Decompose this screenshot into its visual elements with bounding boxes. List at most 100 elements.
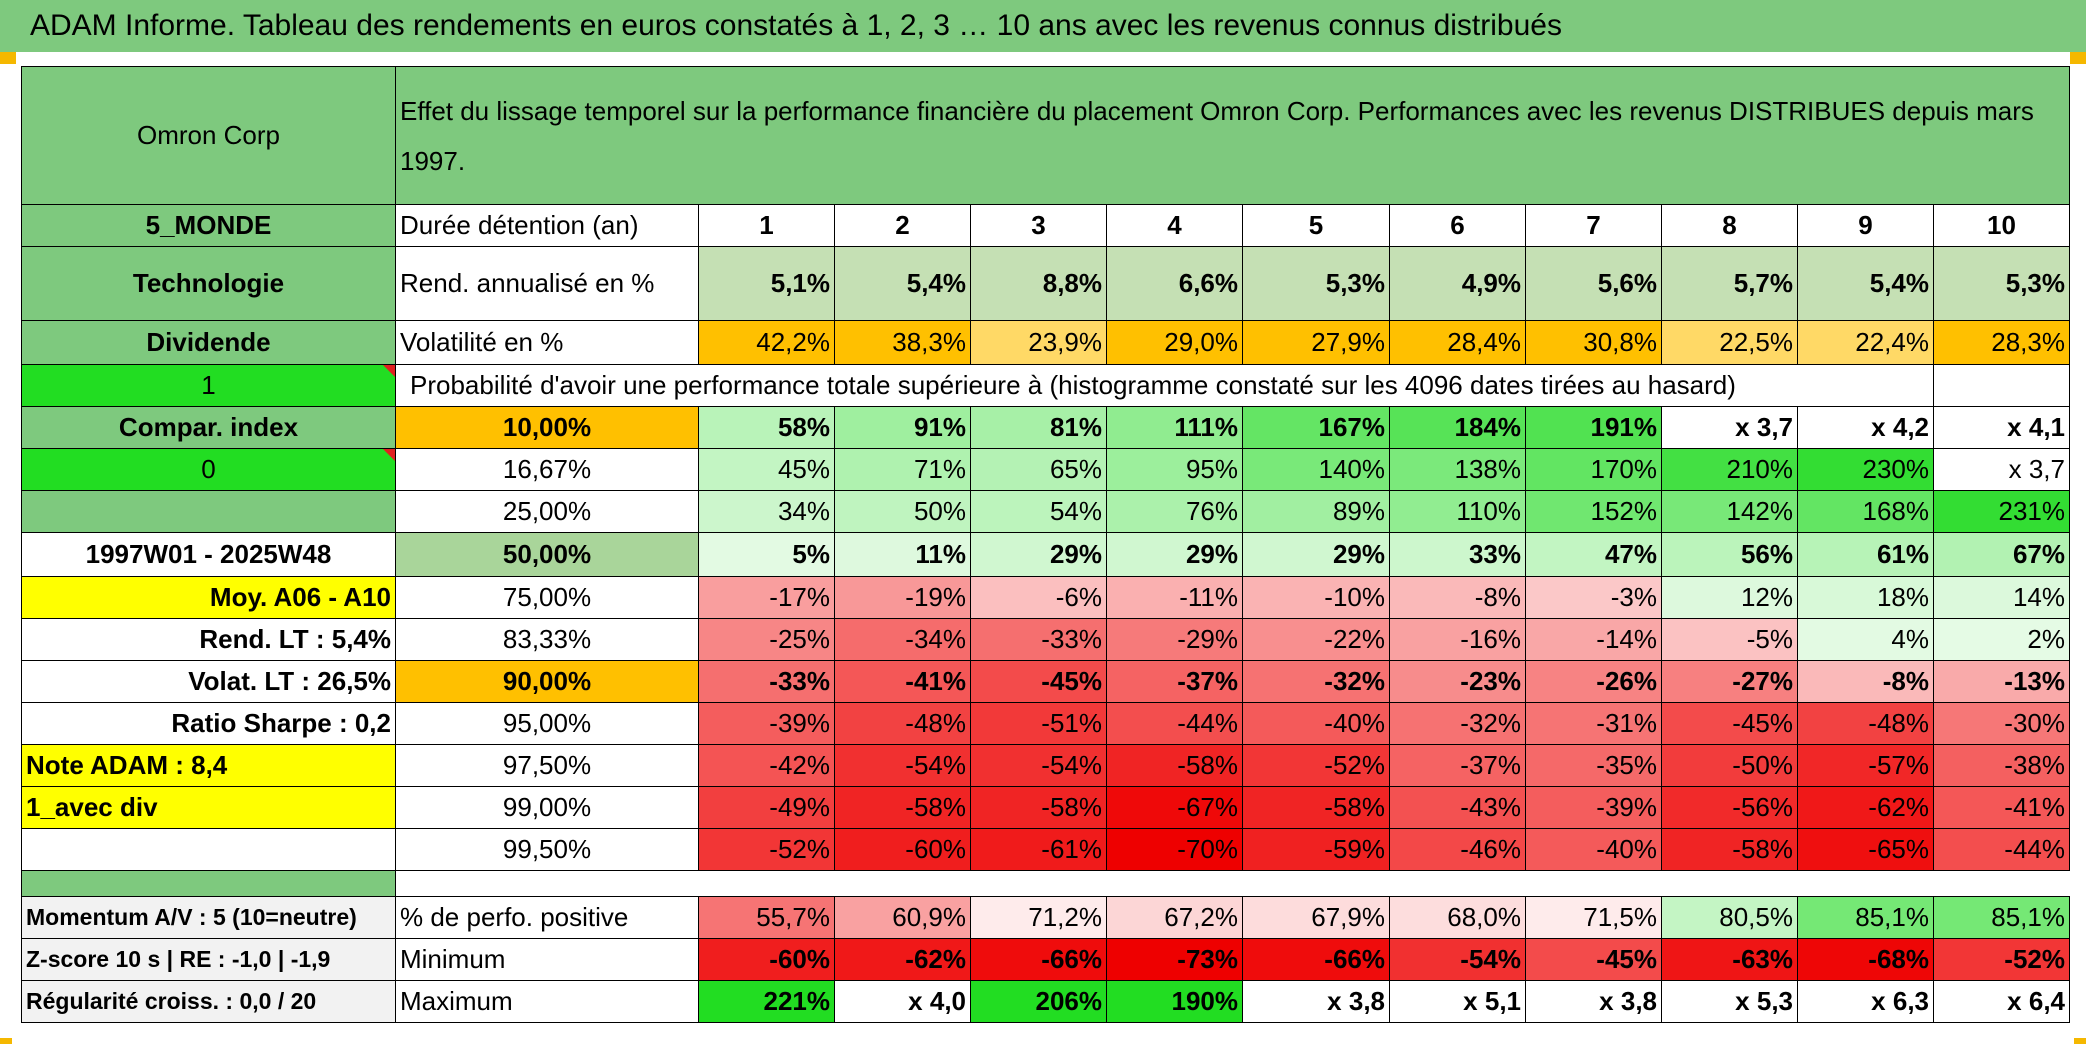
probability-cell: 34%	[698, 490, 835, 533]
probability-cell: -52%	[1242, 744, 1390, 787]
probability-cell: -8%	[1389, 576, 1526, 619]
year-header: 6	[1389, 204, 1526, 247]
probability-cell: -52%	[698, 828, 835, 871]
volatility-label: Volatilité en %	[395, 320, 699, 365]
probability-cell: 210%	[1661, 448, 1798, 491]
probability-cell: -44%	[1933, 828, 2070, 871]
probability-cell: -54%	[834, 744, 971, 787]
annual-return-cell: 5,3%	[1242, 246, 1390, 321]
positive-perf-cell: 85,1%	[1797, 896, 1934, 939]
probability-cell: -54%	[970, 744, 1107, 787]
minimum-label: Minimum	[395, 938, 699, 981]
long-term-volatility: Volat. LT : 26,5%	[21, 660, 396, 703]
probability-cell: -41%	[834, 660, 971, 703]
volatility-cell: 42,2%	[698, 320, 835, 365]
annual-return-cell: 5,4%	[1797, 246, 1934, 321]
probability-cell: -38%	[1933, 744, 2070, 787]
probability-cell: -42%	[698, 744, 835, 787]
probability-cell: 14%	[1933, 576, 2070, 619]
asset-name: Omron Corp	[21, 66, 396, 205]
probability-cell: -44%	[1106, 702, 1243, 745]
probability-cell: 231%	[1933, 490, 2070, 533]
probability-cell: 152%	[1525, 490, 1662, 533]
sharpe-ratio: Ratio Sharpe : 0,2	[21, 702, 396, 745]
long-term-return: Rend. LT : 5,4%	[21, 618, 396, 661]
probability-cell: 138%	[1389, 448, 1526, 491]
threshold-cell: 90,00%	[395, 660, 699, 703]
year-header: 10	[1933, 204, 2070, 247]
threshold-cell: 50,00%	[395, 532, 699, 577]
annual-return-cell: 6,6%	[1106, 246, 1243, 321]
maximum-cell: x 5,1	[1389, 980, 1526, 1023]
probability-cell: 29%	[1106, 532, 1243, 577]
empty-green-cell	[21, 490, 396, 533]
probability-cell: -32%	[1242, 660, 1390, 703]
probability-cell: 47%	[1525, 532, 1662, 577]
probability-cell: 18%	[1797, 576, 1934, 619]
minimum-cell: -52%	[1933, 938, 2070, 981]
year-header: 7	[1525, 204, 1662, 247]
probability-cell: -58%	[1242, 786, 1390, 829]
year-header: 5	[1242, 204, 1390, 247]
probability-cell: -34%	[834, 618, 971, 661]
positive-perf-cell: 71,2%	[970, 896, 1107, 939]
maximum-cell: 190%	[1106, 980, 1243, 1023]
probability-cell: 4%	[1797, 618, 1934, 661]
probability-cell: x 3,7	[1661, 406, 1798, 449]
probability-cell: -57%	[1797, 744, 1934, 787]
probability-cell: 95%	[1106, 448, 1243, 491]
probability-cell: 184%	[1389, 406, 1526, 449]
compar-index-label: Compar. index	[21, 406, 396, 449]
probability-cell: -11%	[1106, 576, 1243, 619]
year-header: 9	[1797, 204, 1934, 247]
threshold-cell: 10,00%	[395, 406, 699, 449]
maximum-cell: x 5,3	[1661, 980, 1798, 1023]
performance-table: Omron Corp Effet du lissage temporel sur…	[21, 66, 2070, 1023]
dividend-mode: 1_avec div	[21, 786, 396, 829]
probability-cell: 29%	[1242, 532, 1390, 577]
probability-cell: 89%	[1242, 490, 1390, 533]
probability-cell: -65%	[1797, 828, 1934, 871]
probability-cell: -30%	[1933, 702, 2070, 745]
minimum-cell: -63%	[1661, 938, 1798, 981]
annual-return-cell: 5,7%	[1661, 246, 1798, 321]
positive-perf-cell: 60,9%	[834, 896, 971, 939]
probability-cell: 91%	[834, 406, 971, 449]
regularity-label: Régularité croiss. : 0,0 / 20	[21, 980, 396, 1023]
probability-cell: 5%	[698, 532, 835, 577]
probability-cell: -62%	[1797, 786, 1934, 829]
volatility-cell: 29,0%	[1106, 320, 1243, 365]
probability-title: Probabilité d'avoir une performance tota…	[395, 364, 1798, 407]
probability-cell: -60%	[834, 828, 971, 871]
probability-cell: -39%	[698, 702, 835, 745]
positive-perf-label: % de perfo. positive	[395, 896, 699, 939]
probability-cell: -16%	[1389, 618, 1526, 661]
probability-cell: 65%	[970, 448, 1107, 491]
probability-cell: -58%	[970, 786, 1107, 829]
minimum-cell: -60%	[698, 938, 835, 981]
year-header: 8	[1661, 204, 1798, 247]
volatility-cell: 28,3%	[1933, 320, 2070, 365]
maximum-cell: x 4,0	[834, 980, 971, 1023]
probability-cell: -58%	[1661, 828, 1798, 871]
probability-cell: 110%	[1389, 490, 1526, 533]
probability-cell: -48%	[834, 702, 971, 745]
minimum-cell: -73%	[1106, 938, 1243, 981]
positive-perf-cell: 55,7%	[698, 896, 835, 939]
threshold-cell: 99,50%	[395, 828, 699, 871]
threshold-cell: 99,00%	[395, 786, 699, 829]
annual-return-cell: 5,6%	[1525, 246, 1662, 321]
annual-return-cell: 5,1%	[698, 246, 835, 321]
probability-cell: -51%	[970, 702, 1107, 745]
probability-cell: -40%	[1242, 702, 1390, 745]
volatility-cell: 27,9%	[1242, 320, 1390, 365]
probability-cell: -10%	[1242, 576, 1390, 619]
probability-cell: -35%	[1525, 744, 1662, 787]
adam-score: Note ADAM : 8,4	[21, 744, 396, 787]
probability-cell: 12%	[1661, 576, 1798, 619]
period-label: 1997W01 - 2025W48	[21, 532, 396, 577]
probability-cell: -32%	[1389, 702, 1526, 745]
probability-cell: -58%	[1106, 744, 1243, 787]
probability-cell: -37%	[1106, 660, 1243, 703]
probability-cell: 33%	[1389, 532, 1526, 577]
